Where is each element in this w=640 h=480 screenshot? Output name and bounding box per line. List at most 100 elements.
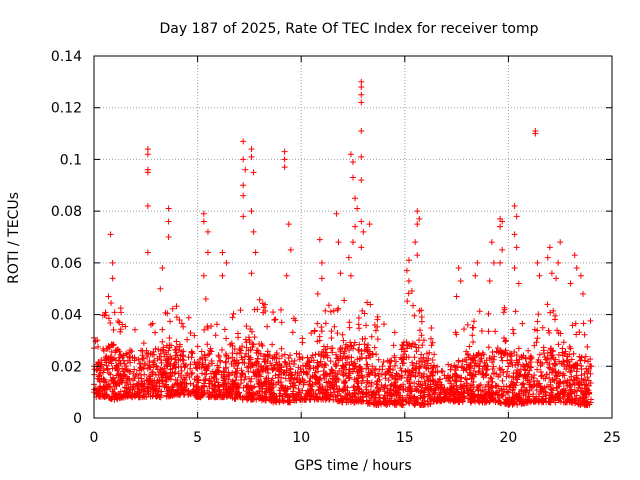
scatter-point bbox=[308, 354, 315, 361]
scatter-point bbox=[361, 341, 368, 348]
scatter-point bbox=[363, 390, 370, 397]
scatter-point bbox=[117, 376, 124, 383]
scatter-point bbox=[350, 159, 356, 166]
scatter-point bbox=[416, 327, 423, 334]
scatter-point bbox=[260, 304, 267, 311]
scatter-point bbox=[483, 366, 490, 373]
scatter-point bbox=[358, 244, 365, 251]
scatter-point bbox=[310, 365, 317, 372]
scatter-point bbox=[147, 321, 154, 328]
scatter-point bbox=[396, 387, 403, 394]
scatter-point bbox=[461, 326, 468, 333]
scatter-point bbox=[126, 389, 133, 396]
scatter-point bbox=[135, 380, 142, 387]
scatter-point bbox=[241, 353, 248, 360]
scatter-point bbox=[511, 349, 518, 356]
scatter-point bbox=[405, 388, 412, 395]
scatter-point bbox=[536, 351, 543, 358]
scatter-point bbox=[534, 327, 541, 334]
scatter-point bbox=[563, 398, 570, 405]
scatter-point bbox=[223, 335, 230, 342]
scatter-point bbox=[112, 347, 119, 354]
scatter-point bbox=[325, 302, 332, 309]
scatter-point bbox=[526, 387, 533, 394]
scatter-point bbox=[293, 397, 300, 404]
scatter-point bbox=[397, 354, 404, 361]
scatter-point bbox=[516, 368, 523, 375]
scatter-point bbox=[381, 384, 388, 391]
scatter-point bbox=[304, 371, 311, 378]
scatter-point bbox=[300, 381, 307, 388]
scatter-point bbox=[279, 393, 286, 400]
scatter-point bbox=[213, 391, 220, 398]
scatter-point bbox=[578, 372, 585, 379]
scatter-point bbox=[305, 358, 312, 365]
scatter-point bbox=[290, 384, 297, 391]
scatter-point bbox=[346, 361, 353, 368]
scatter-point bbox=[248, 208, 255, 215]
scatter-point bbox=[478, 328, 485, 335]
scatter-point bbox=[349, 394, 356, 401]
scatter-point bbox=[470, 324, 477, 331]
scatter-point bbox=[340, 372, 347, 379]
scatter-point bbox=[418, 307, 425, 314]
scatter-point bbox=[403, 345, 410, 352]
scatter-point bbox=[100, 367, 107, 374]
scatter-point bbox=[187, 380, 194, 387]
scatter-point bbox=[145, 390, 152, 397]
scatter-point bbox=[201, 383, 208, 390]
scatter-point bbox=[176, 343, 183, 350]
scatter-point bbox=[455, 389, 462, 396]
scatter-point bbox=[374, 323, 381, 330]
scatter-point bbox=[225, 392, 232, 399]
scatter-point bbox=[428, 342, 435, 349]
scatter-point bbox=[123, 392, 130, 399]
scatter-point bbox=[537, 388, 544, 395]
scatter-point bbox=[245, 368, 252, 375]
scatter-point bbox=[332, 370, 339, 377]
scatter-point bbox=[158, 388, 165, 395]
scatter-point bbox=[415, 344, 422, 351]
scatter-point bbox=[468, 398, 475, 405]
scatter-point bbox=[157, 285, 164, 292]
scatter-point bbox=[536, 380, 543, 387]
scatter-point bbox=[153, 362, 160, 369]
scatter-point bbox=[246, 356, 253, 363]
scatter-point bbox=[410, 302, 417, 309]
scatter-point bbox=[444, 387, 451, 394]
scatter-point bbox=[247, 364, 254, 371]
scatter-point bbox=[416, 215, 423, 222]
scatter-point bbox=[144, 202, 151, 209]
scatter-point bbox=[324, 383, 331, 390]
scatter-point bbox=[411, 312, 418, 319]
scatter-point bbox=[430, 378, 437, 385]
y-tick-label: 0.04 bbox=[51, 308, 82, 324]
scatter-point bbox=[221, 381, 228, 388]
scatter-point bbox=[186, 390, 193, 397]
scatter-point bbox=[522, 373, 529, 380]
scatter-point bbox=[582, 353, 589, 360]
scatter-point bbox=[242, 166, 249, 173]
scatter-point bbox=[555, 393, 562, 400]
scatter-point bbox=[510, 330, 517, 337]
scatter-point bbox=[511, 395, 518, 402]
scatter-point bbox=[398, 367, 405, 374]
scatter-point bbox=[353, 375, 360, 382]
scatter-point bbox=[424, 375, 431, 382]
scatter-point bbox=[104, 365, 111, 372]
scatter-point bbox=[459, 358, 466, 365]
scatter-point bbox=[437, 390, 444, 397]
scatter-point bbox=[194, 385, 201, 392]
scatter-point bbox=[387, 391, 394, 398]
scatter-point bbox=[285, 355, 292, 362]
scatter-point bbox=[254, 390, 261, 397]
scatter-point bbox=[172, 356, 179, 363]
scatter-point bbox=[371, 344, 378, 351]
scatter-point bbox=[475, 350, 482, 357]
scatter-point bbox=[289, 329, 296, 336]
scatter-point bbox=[137, 371, 144, 378]
scatter-point bbox=[109, 275, 116, 282]
scatter-point bbox=[225, 380, 232, 387]
scatter-point bbox=[581, 331, 588, 338]
scatter-point bbox=[262, 383, 269, 390]
